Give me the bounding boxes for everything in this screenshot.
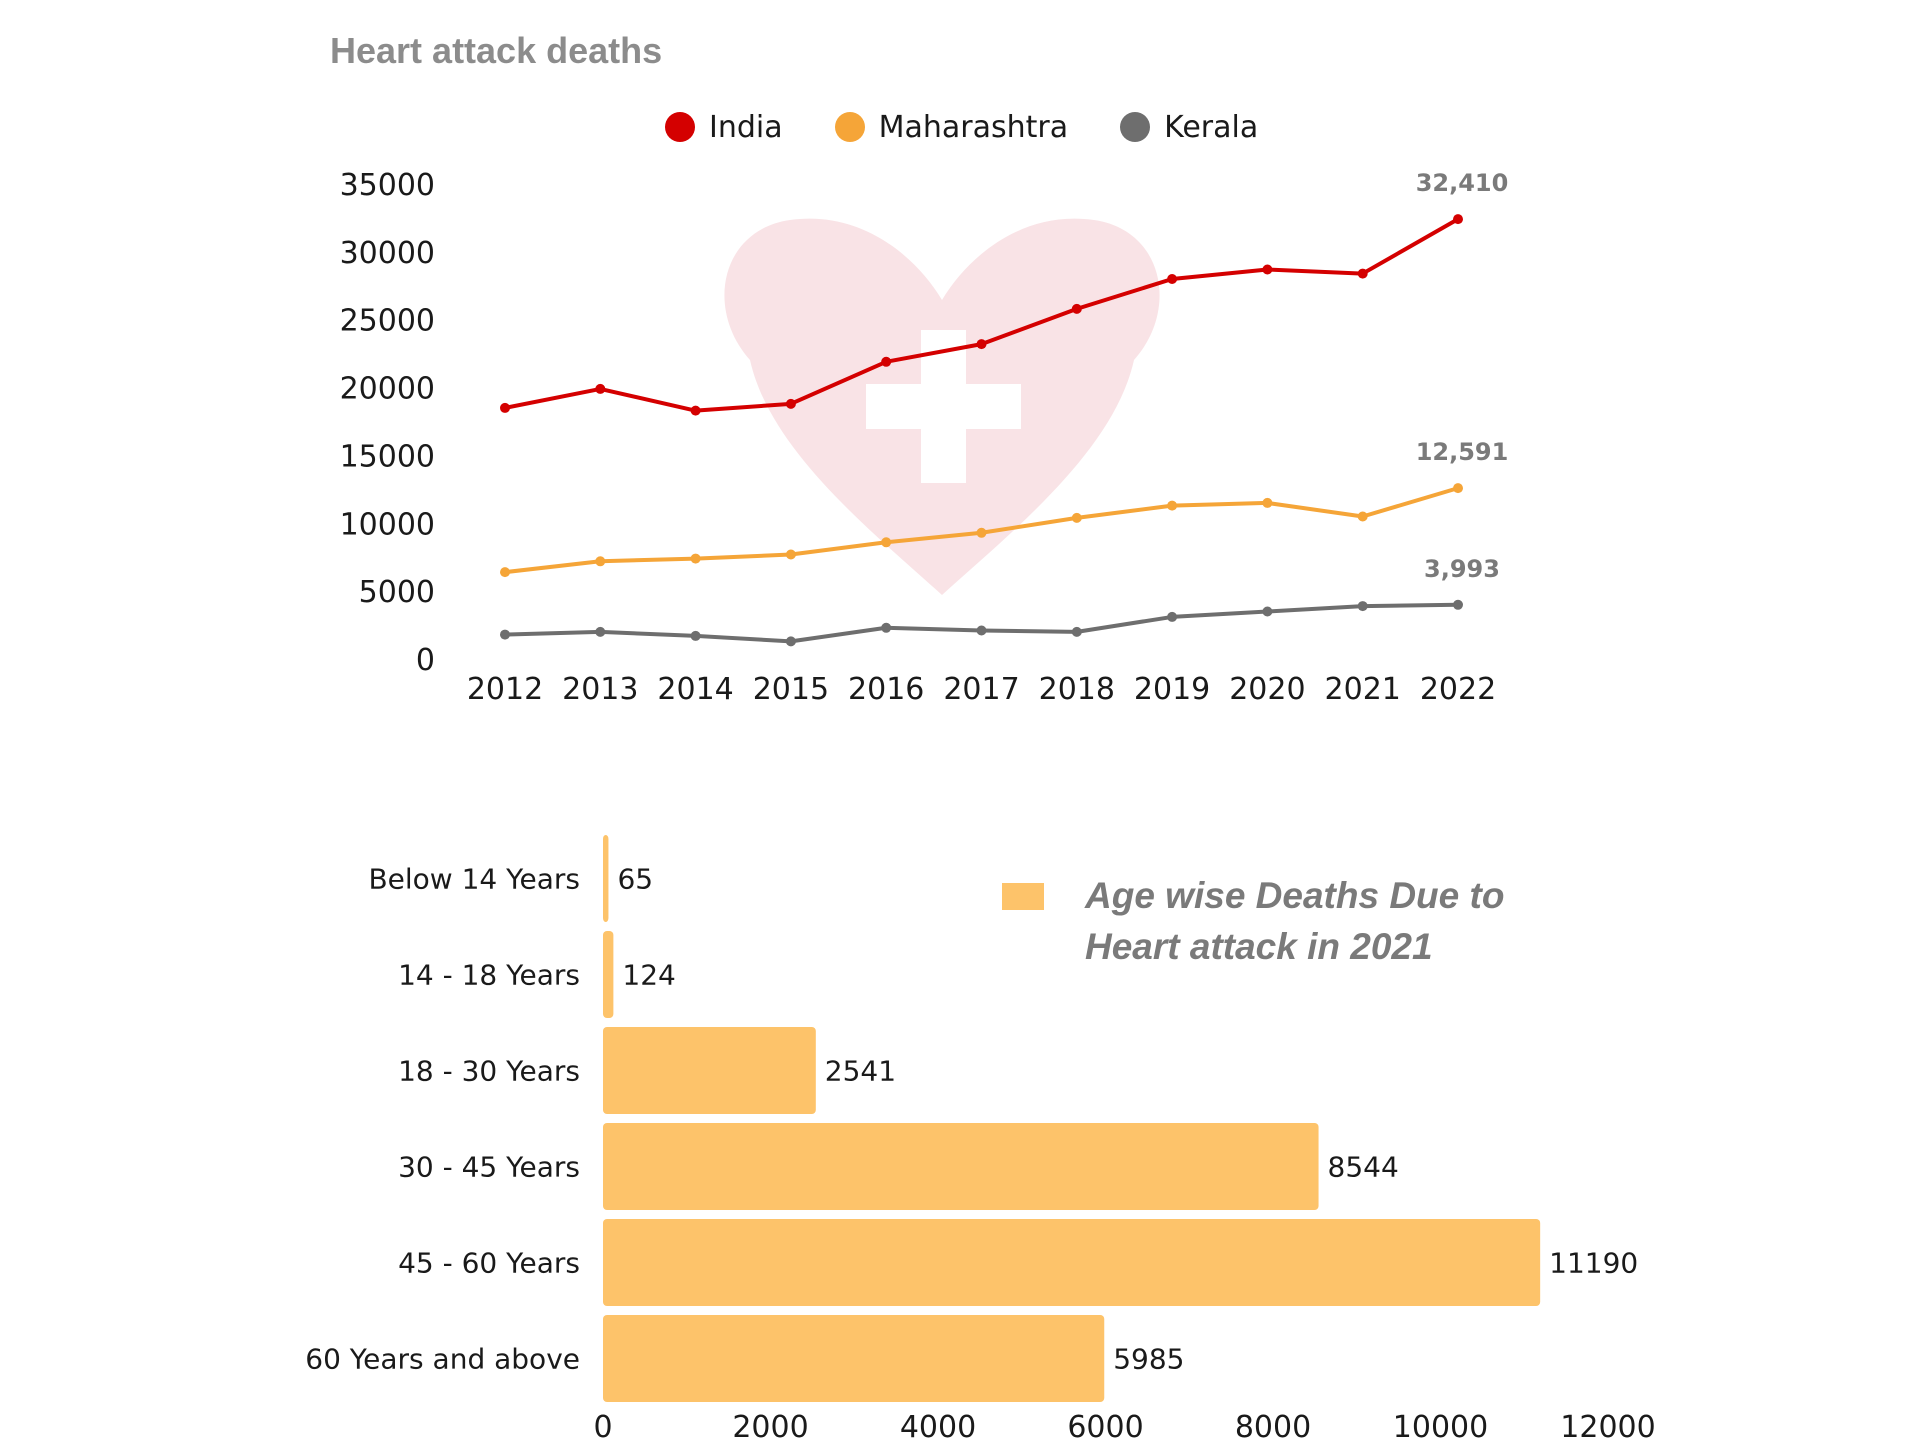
x-tick-label: 8000 [1235, 1410, 1311, 1445]
series-line-kerala [504, 602, 1459, 644]
bar-chart: Below 14 Years 65 14 - 18 Years 124 18 - 30 … [305, 835, 1656, 1445]
bar-value-label: 65 [617, 863, 653, 896]
data-point-kerala [690, 630, 701, 641]
x-tick-label: 12000 [1560, 1410, 1655, 1445]
line-chart: 35000 30000 25000 20000 15000 10000 5000 0 2012 2… [340, 168, 1509, 707]
x-tick-label: 2014 [657, 672, 733, 707]
category-label: 30 - 45 Years [398, 1151, 580, 1184]
data-point-maharashtra [1262, 497, 1273, 508]
data-point-india [785, 398, 796, 409]
y-tick-label: 30000 [340, 236, 435, 271]
end-value-label: 32,410 [1416, 169, 1509, 197]
data-point-india [500, 402, 510, 413]
category-label: 60 Years and above [305, 1343, 580, 1376]
bar [603, 1219, 1541, 1306]
data-point-india [1262, 264, 1273, 275]
bar [603, 931, 614, 1018]
bar-value-label: 5985 [1113, 1343, 1184, 1376]
y-tick-label: 15000 [340, 439, 435, 474]
x-tick-label: 2017 [943, 672, 1019, 707]
bar [603, 1123, 1319, 1210]
legend-item-india: India [665, 110, 783, 145]
data-point-maharashtra [976, 527, 987, 538]
data-point-kerala [785, 636, 796, 647]
legend-label-kerala: Kerala [1164, 109, 1259, 145]
bar-legend-swatch [1002, 883, 1044, 910]
data-point-maharashtra [1167, 500, 1178, 511]
y-tick-label: 35000 [340, 168, 435, 203]
x-tick-label: 2013 [562, 672, 638, 707]
x-tick-label: 2000 [732, 1410, 808, 1445]
legend-dot-kerala [1120, 112, 1151, 142]
legend-label-maharashtra: Maharashtra [878, 109, 1069, 145]
data-point-maharashtra [595, 556, 606, 567]
bar [603, 1315, 1105, 1402]
x-tick-label: 4000 [900, 1410, 976, 1445]
data-point-india [1453, 214, 1463, 225]
x-tick-label: 2020 [1229, 672, 1305, 707]
data-point-india [976, 339, 987, 350]
x-tick-label: 2019 [1134, 672, 1210, 707]
x-tick-label: 2021 [1325, 672, 1401, 707]
x-tick-label: 2022 [1420, 672, 1496, 707]
y-tick-label: 10000 [340, 507, 435, 542]
end-value-label: 12,591 [1416, 438, 1509, 466]
data-point-maharashtra [1357, 511, 1368, 522]
y-tick-label: 20000 [340, 372, 435, 407]
data-point-maharashtra [1453, 483, 1463, 494]
y-tick-label: 0 [416, 643, 435, 678]
bar-chart-title: Age wise Deaths Due to Heart attack in 2… [1085, 875, 1505, 967]
bar [603, 835, 609, 922]
bar-value-label: 8544 [1328, 1151, 1399, 1184]
legend-dot-india [665, 112, 695, 142]
line-chart-title: Heart attack deaths [330, 30, 663, 71]
data-point-india [1357, 268, 1368, 279]
data-point-maharashtra [690, 553, 701, 564]
data-point-maharashtra [881, 537, 892, 548]
x-tick-label: 0 [593, 1410, 612, 1445]
data-point-maharashtra [500, 567, 510, 578]
heart-with-cross-icon [724, 218, 1160, 596]
data-point-india [690, 405, 701, 416]
data-point-kerala [595, 626, 606, 637]
x-tick-label: 2016 [848, 672, 924, 707]
data-point-kerala [1167, 611, 1178, 622]
bar-value-label: 124 [622, 959, 675, 992]
data-point-india [1167, 274, 1178, 284]
legend-dot-maharashtra [834, 112, 865, 142]
data-point-kerala [1453, 599, 1463, 610]
category-label: 45 - 60 Years [398, 1247, 580, 1280]
bar [603, 1027, 816, 1114]
line-chart-legend: India Maharashtra Kerala [665, 107, 1310, 147]
cross-horizontal [866, 384, 1021, 429]
bar-value-label: 11190 [1549, 1247, 1638, 1280]
legend-item-maharashtra: Maharashtra [834, 109, 1069, 145]
y-tick-label: 5000 [359, 575, 435, 610]
y-tick-label: 25000 [340, 304, 435, 339]
x-tick-label: 6000 [1067, 1410, 1143, 1445]
data-point-kerala [1262, 606, 1273, 617]
data-point-kerala [500, 629, 510, 640]
data-point-india [881, 356, 892, 367]
data-point-india [595, 383, 606, 394]
legend-label-india: India [709, 109, 783, 145]
bar-value-label: 2541 [825, 1055, 896, 1088]
x-tick-label: 2018 [1039, 672, 1115, 707]
data-point-kerala [881, 622, 892, 633]
x-tick-label: 10000 [1393, 1410, 1488, 1445]
x-tick-label: 2012 [467, 672, 543, 707]
category-label: Below 14 Years [368, 863, 580, 896]
data-point-maharashtra [1071, 512, 1082, 523]
category-label: 18 - 30 Years [398, 1055, 580, 1088]
end-value-label: 3,993 [1424, 555, 1500, 583]
x-tick-label: 2015 [753, 672, 829, 707]
category-label: 14 - 18 Years [398, 959, 580, 992]
legend-item-kerala: Kerala [1120, 110, 1258, 145]
data-point-kerala [1357, 601, 1368, 612]
data-point-india [1071, 303, 1082, 314]
data-point-maharashtra [785, 549, 796, 560]
data-point-kerala [1071, 626, 1082, 637]
data-point-kerala [976, 625, 987, 636]
